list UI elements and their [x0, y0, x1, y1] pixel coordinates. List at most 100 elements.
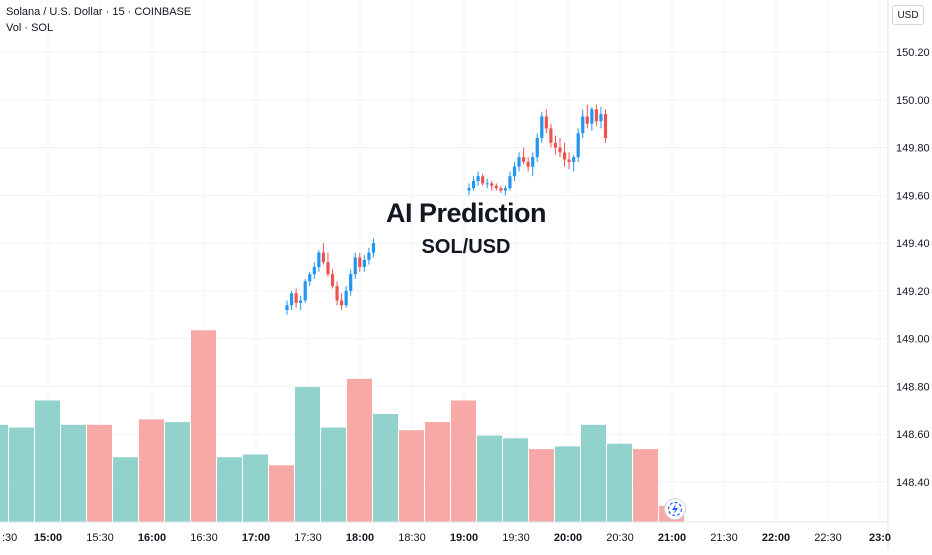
volume-bar — [529, 449, 554, 522]
candle — [572, 154, 576, 172]
candle — [503, 185, 507, 196]
volume-legend[interactable]: Vol · SOL — [6, 22, 54, 34]
volume-bar — [35, 400, 60, 522]
volume-bar — [165, 422, 190, 522]
price-tick-label: 148.80 — [896, 381, 930, 393]
time-tick-label: 20:00 — [554, 532, 582, 544]
volume-bar — [295, 387, 320, 522]
candle — [544, 109, 548, 134]
candle — [471, 176, 476, 191]
candle — [330, 269, 335, 289]
candle — [522, 147, 526, 165]
candle — [476, 171, 480, 186]
time-tick-label: 15:00 — [34, 532, 62, 544]
candle — [294, 288, 298, 308]
volume-bar — [477, 435, 502, 522]
price-tick-label: 150.20 — [896, 47, 930, 59]
time-tick-label: 19:30 — [502, 532, 530, 544]
candle — [485, 178, 489, 189]
volume-bar — [0, 424, 8, 522]
candle — [321, 243, 325, 265]
time-tick-label: 15:30 — [86, 532, 114, 544]
candle — [549, 123, 553, 148]
time-tick-label: 21:00 — [658, 532, 686, 544]
volume-bar — [607, 443, 632, 522]
candle — [326, 252, 330, 277]
volume-bar — [61, 424, 86, 522]
candle — [603, 109, 608, 143]
time-tick-label: 21:30 — [710, 532, 738, 544]
price-tick-label: 150.00 — [896, 95, 930, 107]
price-axis[interactable]: 150.20 150.00 149.80 149.60 149.40 149.20 149.… — [887, 0, 930, 550]
candle — [558, 138, 562, 158]
candle — [594, 104, 598, 127]
volume-bar — [9, 427, 34, 522]
price-tick-label: 149.40 — [896, 238, 930, 250]
candle — [349, 269, 353, 296]
lightning-icon — [667, 501, 683, 517]
time-tick-label: 23:0 — [869, 532, 891, 544]
candle — [553, 135, 558, 155]
time-tick-label: 16:00 — [138, 532, 166, 544]
candle — [494, 183, 498, 191]
price-tick-label: 149.20 — [896, 286, 930, 298]
candle-layer — [285, 104, 608, 315]
candle — [299, 295, 303, 310]
time-tick-label: 22:30 — [814, 532, 842, 544]
candle — [371, 238, 376, 258]
time-tick-label: 18:30 — [398, 532, 426, 544]
volume-bar — [633, 449, 658, 522]
candle — [353, 252, 357, 279]
volume-bar — [451, 400, 476, 522]
time-tick-label: 18:00 — [346, 532, 374, 544]
volume-bar — [347, 378, 372, 522]
volume-bar — [399, 430, 424, 522]
candle — [317, 250, 321, 272]
overlay-title: AI Prediction — [385, 198, 547, 228]
candle — [481, 173, 485, 186]
candle — [312, 262, 316, 279]
volume-bar — [139, 419, 164, 522]
price-tick-label: 149.60 — [896, 190, 930, 202]
candle — [499, 185, 503, 193]
time-tick-label: 22:00 — [762, 532, 790, 544]
candle — [308, 271, 312, 287]
volume-bar — [373, 414, 398, 522]
candle — [367, 247, 371, 265]
time-tick-label: :30 — [2, 532, 17, 544]
volume-layer — [0, 330, 684, 522]
volume-bar — [581, 424, 606, 522]
candle — [358, 252, 362, 272]
candle — [526, 157, 530, 172]
time-tick-label: 16:30 — [190, 532, 218, 544]
candle — [303, 278, 307, 303]
volume-bar — [555, 446, 580, 522]
candle — [344, 286, 348, 308]
currency-button[interactable]: USD — [892, 5, 924, 25]
lightning-replay-button[interactable] — [664, 498, 686, 520]
time-axis[interactable]: :30 15:00 15:30 16:00 16:30 17:00 17:30 18:00 18… — [0, 521, 891, 544]
candle — [567, 152, 571, 170]
candle — [508, 171, 512, 191]
candle — [531, 152, 535, 177]
candle — [490, 181, 494, 191]
volume-bar — [87, 424, 112, 522]
price-tick-label: 148.40 — [896, 477, 930, 489]
volume-bar — [217, 457, 242, 522]
candle — [535, 133, 539, 162]
candle — [590, 106, 594, 131]
candle — [512, 161, 517, 181]
price-tick-label: 149.00 — [896, 334, 930, 346]
candle — [340, 293, 344, 310]
volume-bar — [269, 465, 294, 522]
volume-bar — [243, 454, 268, 522]
volume-bar — [503, 438, 528, 522]
volume-bar — [113, 457, 138, 522]
symbol-title[interactable]: Solana / U.S. Dollar · 15 · COINBASE — [6, 6, 192, 18]
candle — [562, 142, 567, 167]
time-tick-label: 17:30 — [294, 532, 322, 544]
time-tick-label: 17:00 — [242, 532, 270, 544]
volume-bar — [191, 330, 216, 522]
